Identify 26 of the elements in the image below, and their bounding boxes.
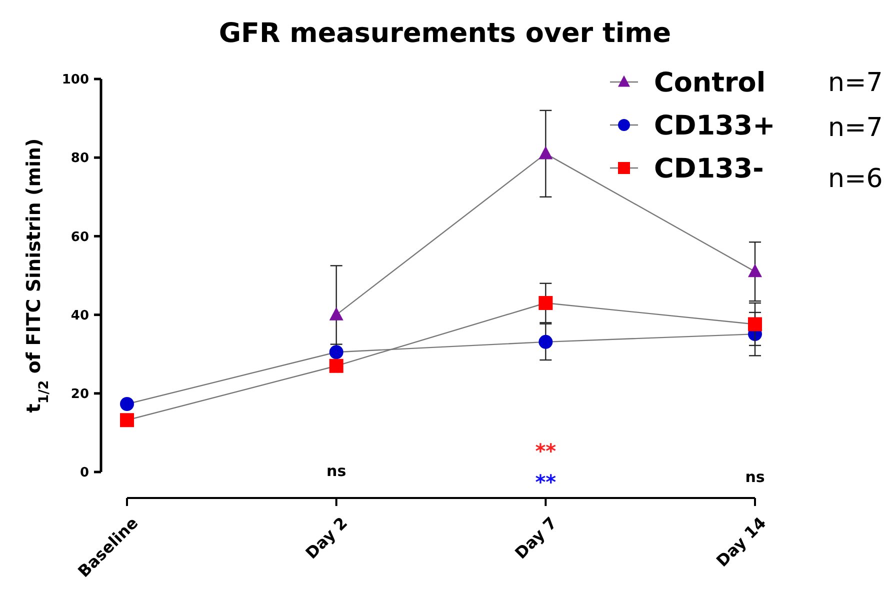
y-tick-label: 80 [70,151,89,166]
annotation: n=7 [828,68,883,98]
point [329,358,344,373]
point [120,397,134,412]
point [329,307,344,320]
point [538,146,553,160]
y-tick-label: 60 [70,230,89,245]
annotation: ns [326,462,346,480]
y-tick-label: 0 [80,466,89,481]
legend-label: CD133- [654,153,764,184]
point [120,413,134,428]
y-tick-label: 20 [70,386,89,402]
point [538,334,553,349]
point [748,264,762,278]
point [538,296,553,310]
y-tick-label: 100 [62,72,89,88]
y-tick-label: 40 [70,308,89,324]
point [748,317,762,332]
annotation: ** [535,439,557,463]
legend-label: Control [654,67,766,98]
annotation: n=7 [828,113,883,144]
annotation: ** [535,470,557,494]
annotation: n=6 [828,164,883,194]
legend-label: CD133+ [654,110,776,142]
annotation: ns [745,468,765,486]
chart-title: GFR measurements over time [218,18,672,49]
